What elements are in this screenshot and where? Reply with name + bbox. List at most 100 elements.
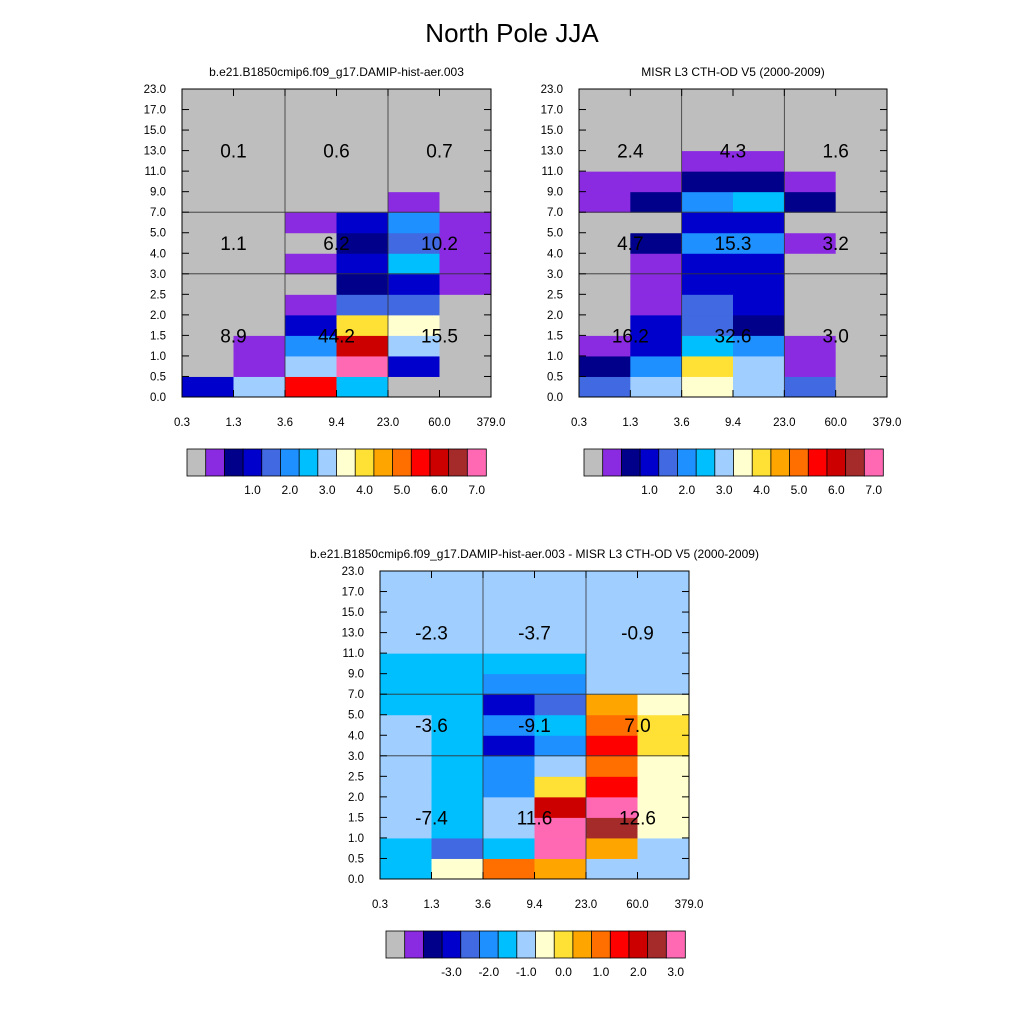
block-value-label: 15.5	[421, 326, 458, 347]
heatmap-cell	[534, 571, 587, 593]
y-tick-label: 17.0	[541, 105, 563, 117]
heatmap-cell	[483, 673, 535, 695]
heatmap-cell	[630, 314, 683, 336]
heatmap-cell	[483, 735, 535, 757]
heatmap-cell	[637, 776, 690, 798]
heatmap-cell	[431, 571, 484, 593]
y-tick-label: 5.0	[150, 228, 166, 240]
block-value-label: -2.3	[415, 624, 448, 645]
colorbar-label: 3.0	[667, 965, 684, 979]
heatmap-cell	[431, 632, 484, 654]
heatmap-cell	[630, 212, 683, 234]
heatmap-cell	[285, 355, 337, 377]
heatmap-cell	[630, 232, 683, 254]
y-tick-label: 1.5	[348, 812, 364, 824]
colorbar-swatch	[354, 448, 375, 477]
heatmap-panel-3: b.e21.B1850cmip6.f09_g17.DAMIP-hist-aer.…	[310, 547, 759, 979]
panel-title: b.e21.B1850cmip6.f09_g17.DAMIP-hist-aer.…	[310, 547, 759, 561]
heatmap-cell	[579, 212, 631, 234]
heatmap-cell	[388, 171, 440, 193]
heatmap-cell	[388, 335, 440, 357]
heatmap-cell	[835, 355, 888, 377]
heatmap-cell	[431, 694, 484, 716]
heatmap-cell	[285, 314, 337, 336]
heatmap-cell	[285, 232, 337, 254]
heatmap-cell	[380, 837, 432, 859]
heatmap-cell	[784, 376, 837, 398]
y-tick-label: 5.0	[547, 228, 563, 240]
colorbar-swatch	[422, 930, 443, 959]
heatmap-cell	[534, 653, 587, 675]
block-value-label: 4.7	[617, 234, 643, 255]
heatmap-cell	[336, 294, 389, 316]
heatmap-cell	[483, 694, 535, 716]
heatmap-cell	[388, 273, 440, 295]
heatmap-cell	[579, 130, 631, 152]
heatmap-cell	[835, 191, 888, 213]
y-tick-label: 1.5	[150, 330, 166, 342]
heatmap-cell	[182, 232, 234, 254]
heatmap-cell	[681, 253, 734, 275]
colorbar-label: 4.0	[356, 483, 373, 497]
heatmap-cell	[630, 150, 683, 172]
heatmap-cell	[579, 355, 631, 377]
heatmap-cell	[380, 776, 432, 798]
y-tick-label: 5.0	[348, 710, 364, 722]
colorbar-label: 2.0	[281, 483, 298, 497]
heatmap-cell	[483, 653, 535, 675]
heatmap-cell	[285, 89, 337, 111]
heatmap-cell	[431, 837, 484, 859]
x-tick-label: 9.4	[725, 417, 742, 429]
heatmap-cell	[681, 376, 734, 398]
heatmap-cell	[388, 150, 440, 172]
heatmap-cell	[534, 858, 587, 880]
heatmap-cell	[586, 796, 638, 818]
figure-title: North Pole JJA	[425, 18, 599, 48]
heatmap-cell	[586, 612, 638, 634]
heatmap-cell	[637, 796, 690, 818]
y-tick-label: 4.0	[547, 248, 563, 260]
x-tick-label: 379.0	[873, 417, 902, 429]
heatmap-cell	[388, 294, 440, 316]
heatmap-cell	[182, 314, 234, 336]
y-tick-label: 7.0	[348, 689, 364, 701]
heatmap-cell	[733, 232, 785, 254]
colorbar-swatch	[845, 448, 866, 477]
heatmap-cell	[285, 150, 337, 172]
block-value-label: -3.7	[518, 624, 551, 645]
heatmap-cell	[380, 632, 432, 654]
heatmap-cell	[733, 212, 785, 234]
heatmap-cell	[431, 817, 484, 839]
heatmap-cell	[586, 735, 638, 757]
colorbar-label: -3.0	[441, 965, 462, 979]
y-tick-label: 0.5	[547, 371, 563, 383]
colorbar-label: 5.0	[791, 483, 808, 497]
colorbar-swatch	[695, 448, 716, 477]
y-tick-label: 0.0	[150, 392, 166, 404]
heatmap-cell	[233, 89, 286, 111]
heatmap-cell	[630, 191, 683, 213]
colorbar-swatch	[863, 448, 884, 477]
heatmap-cell	[388, 212, 440, 234]
heatmap-cell	[285, 109, 337, 131]
heatmap-cell	[182, 376, 234, 398]
colorbar-swatch	[336, 448, 356, 477]
heatmap-cell	[784, 232, 837, 254]
y-tick-label: 2.0	[348, 792, 364, 804]
x-tick-label: 1.3	[424, 899, 440, 911]
heatmap-cell	[630, 376, 683, 398]
y-tick-label: 1.0	[150, 351, 166, 363]
heatmap-cell	[784, 335, 837, 357]
heatmap-cell	[784, 109, 837, 131]
heatmap-cell	[681, 130, 734, 152]
colorbar-swatch	[385, 930, 406, 959]
heatmap-cell	[431, 796, 484, 818]
heatmap-cell	[336, 171, 389, 193]
heatmap-cell	[439, 191, 492, 213]
colorbar-swatch	[789, 448, 809, 477]
heatmap-cell	[681, 212, 734, 234]
y-tick-label: 0.0	[348, 874, 364, 886]
heatmap-cell	[182, 253, 234, 275]
heatmap-cell	[630, 355, 683, 377]
